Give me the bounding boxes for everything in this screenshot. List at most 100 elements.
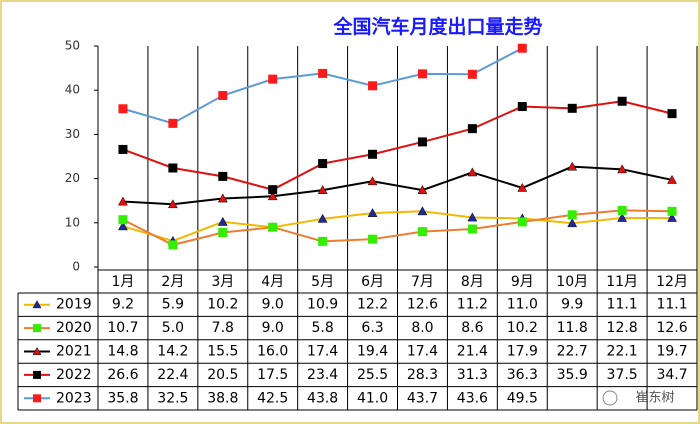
marker [417,185,428,194]
table-cell: 11.1 [656,297,687,313]
legend-label: 2021 [56,344,92,360]
x-tick-label: 2月 [161,274,184,290]
table-cell: 42.5 [257,390,288,406]
marker [617,164,628,174]
marker [218,91,228,101]
marker [417,206,428,216]
table-cell: 14.2 [157,344,188,360]
table-cell: 36.3 [507,367,538,383]
table-cell: 21.4 [457,344,488,360]
table-cell: 43.8 [307,390,338,406]
marker [567,210,577,220]
table-cell: 5.0 [162,320,184,336]
marker [118,221,128,231]
marker [517,182,528,192]
marker [567,218,578,228]
table-cell: 20.5 [207,367,238,383]
table-cell: 11.0 [507,297,538,313]
marker [667,212,677,222]
chart-title: 全国汽车月度出口量走势 [332,15,542,38]
marker [517,102,527,112]
marker [467,69,477,79]
marker [367,176,378,186]
marker [317,213,328,223]
marker [517,217,527,227]
marker [567,103,577,113]
marker [467,124,477,134]
marker [268,222,278,232]
x-tick-label: 3月 [211,274,234,290]
marker [118,215,128,225]
x-tick-label: 8月 [461,274,484,290]
marker [218,171,228,181]
marker [667,206,677,216]
watermark-icon [602,390,618,406]
marker [118,196,128,206]
x-tick-label: 12月 [656,274,688,290]
table-cell: 32.5 [157,390,188,406]
watermark: 崔东树 [635,390,674,406]
marker [32,346,42,355]
marker [317,185,328,194]
marker [368,234,378,244]
marker [168,118,178,128]
series-line [122,100,673,191]
y-tick-label: 50 [65,39,80,53]
marker [167,199,178,209]
marker [318,159,328,169]
table-cell: 35.9 [557,367,588,383]
marker [268,74,278,84]
marker [368,149,378,159]
y-tick-label: 10 [65,215,80,229]
table-cell: 8.0 [411,320,433,336]
table-cell: 25.5 [357,367,388,383]
table-cell: 23.4 [307,367,338,383]
series-line [122,210,673,242]
legend-label: 2023 [56,390,92,406]
marker [567,161,578,171]
table-cell: 10.2 [207,297,238,313]
marker [667,109,677,119]
marker [118,144,128,154]
table-cell: 11.1 [607,297,638,313]
table-cell: 35.8 [107,390,138,406]
table-cell: 9.0 [262,297,284,313]
table-cell: 43.6 [457,390,488,406]
y-tick-label: 30 [65,127,80,141]
table-cell: 12.6 [656,320,687,336]
table-cell: 7.8 [212,320,234,336]
marker [617,205,627,215]
legend-label: 2019 [56,297,92,313]
marker [33,370,41,379]
table-cell: 11.8 [557,320,588,336]
marker [168,163,178,173]
table-cell: 9.9 [561,297,583,313]
x-tick-label: 1月 [111,274,134,290]
marker [617,212,628,222]
table-cell: 26.6 [107,367,138,383]
marker [617,96,627,106]
y-tick-label: 0 [72,260,80,274]
table-cell: 14.8 [107,344,138,360]
marker [467,224,477,234]
table-cell: 5.8 [311,320,333,336]
table-cell: 34.7 [656,367,687,383]
series-line [122,209,673,246]
marker [217,193,228,203]
table-cell: 19.4 [357,344,388,360]
table-cell: 9.0 [262,320,284,336]
x-tick-label: 5月 [311,274,334,290]
marker [417,69,427,79]
marker [517,43,527,53]
legend-label: 2020 [56,320,92,336]
legend-label: 2022 [56,367,92,383]
marker [417,137,427,147]
table-cell: 10.7 [107,320,138,336]
table-cell: 17.4 [307,344,338,360]
marker [467,212,478,222]
marker [267,191,278,201]
x-tick-label: 7月 [411,274,434,290]
marker [368,81,378,91]
table-cell: 17.9 [507,344,538,360]
